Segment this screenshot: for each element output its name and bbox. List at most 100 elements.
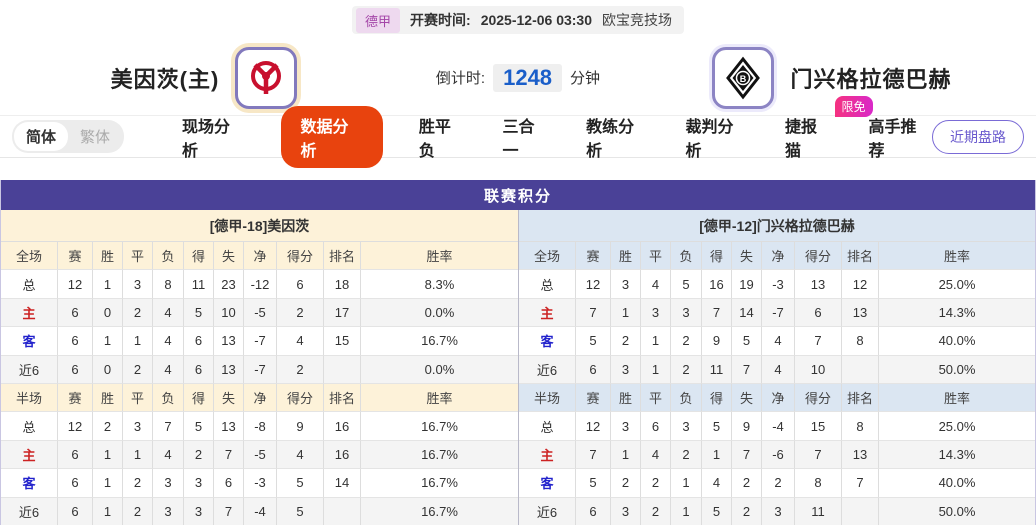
tab-three-in-one[interactable]: 三合一 — [502, 118, 535, 160]
stat-cell: 5 — [671, 270, 702, 299]
stat-cell — [842, 497, 879, 525]
recent-odds-button[interactable]: 近期盘路 — [932, 119, 1024, 154]
column-header-cell: 得分 — [277, 383, 324, 413]
stat-cell: 50.0% — [879, 497, 1035, 525]
tab-coach-analysis[interactable]: 教练分析 — [586, 118, 635, 160]
tab-referee-analysis[interactable]: 裁判分析 — [685, 118, 734, 160]
stat-cell: 2 — [611, 469, 641, 498]
column-header-cell: 得 — [184, 242, 214, 271]
stat-cell: 11 — [702, 355, 732, 384]
column-header-cell: 净 — [244, 242, 277, 271]
stat-cell: 13 — [214, 412, 244, 441]
stat-cell: 6 — [58, 355, 93, 384]
stat-cell: 3 — [641, 298, 671, 328]
row-label: 总 — [1, 412, 58, 441]
stat-cell: 6 — [795, 298, 842, 328]
lang-simplified-option[interactable]: 简体 — [14, 122, 69, 151]
stat-cell: 16.7% — [361, 497, 518, 525]
stat-cell: 0.0% — [361, 298, 518, 328]
tab-data-analysis[interactable]: 数据分析 — [281, 105, 383, 168]
stat-cell: 2 — [93, 412, 123, 441]
match-info-pill: 德甲 开赛时间: 2025-12-06 03:30 欧宝竞技场 — [352, 6, 684, 34]
stat-cell: 5 — [702, 497, 732, 525]
svg-text:B: B — [740, 74, 747, 84]
league-points-section: 联赛积分 [德甲-18]美因茨 全场赛胜平负得失净得分 排名 胜率总 12 1 3 8 11 2… — [0, 180, 1036, 525]
stat-cell: 7 — [576, 440, 611, 470]
stat-cell: 13 — [842, 298, 879, 328]
column-header-cell: 平 — [641, 242, 671, 271]
kickoff-label: 开赛时间: — [410, 12, 471, 28]
lang-traditional-option[interactable]: 繁体 — [80, 129, 111, 146]
team-strip: 美因茨(主) 倒计时: 1248 分钟 B — [0, 40, 1036, 115]
nav-bar: 简体 繁体 现场分析 数据分析 胜平负 三合一 教练分析 裁判分析 捷报猫 限免… — [0, 95, 1036, 168]
home-team-name: 美因茨(主) — [110, 66, 220, 92]
stat-cell: 5 — [184, 412, 214, 441]
stat-cell: 13 — [214, 327, 244, 356]
stat-cell: 4 — [762, 327, 795, 356]
stat-cell: 7 — [732, 440, 762, 470]
stat-cell: 2 — [732, 497, 762, 525]
column-header-cell: 净 — [244, 383, 277, 413]
stat-cell: -8 — [244, 412, 277, 441]
stat-cell: 16.7% — [361, 440, 518, 470]
stat-cell: 40.0% — [879, 327, 1035, 356]
stat-cell: 1 — [123, 327, 153, 356]
tab-win-draw-lose[interactable]: 胜平负 — [418, 118, 451, 160]
column-header-cell: 胜率 — [879, 383, 1035, 413]
stat-cell: -3 — [762, 270, 795, 299]
limited-free-badge: 限免 — [834, 95, 873, 117]
stat-cell: 9 — [277, 412, 324, 441]
stat-cell: 3 — [184, 497, 214, 525]
stat-cell: 3 — [123, 270, 153, 299]
stat-cell: 6 — [576, 355, 611, 384]
stat-cell: 2 — [123, 469, 153, 498]
column-header-cell: 胜 — [93, 383, 123, 413]
stat-cell: 4 — [277, 440, 324, 470]
stat-cell: 3 — [671, 412, 702, 441]
stat-cell: 25.0% — [879, 412, 1035, 441]
stat-cell: 14.3% — [879, 440, 1035, 470]
stat-cell: 13 — [795, 270, 842, 299]
stat-cell: 3 — [123, 412, 153, 441]
tab-jiebao-cat-label: 捷报猫 — [784, 118, 817, 160]
stat-cell: -5 — [244, 440, 277, 470]
stat-cell: 1 — [671, 497, 702, 525]
tab-expert-picks[interactable]: 高手推荐 — [868, 118, 917, 160]
stat-cell: 2 — [762, 469, 795, 498]
stat-cell: 11 — [795, 497, 842, 525]
stat-cell: 6 — [576, 497, 611, 525]
tab-jiebao-cat[interactable]: 捷报猫 限免 — [784, 95, 873, 167]
column-header-cell: 全场 — [1, 242, 58, 271]
stat-cell: 7 — [732, 355, 762, 384]
stat-cell: 4 — [153, 440, 184, 470]
stat-cell: 16 — [702, 270, 732, 299]
column-header-cell: 平 — [641, 383, 671, 413]
column-header-cell: 得 — [702, 383, 732, 413]
tab-live-analysis[interactable]: 现场分析 — [182, 118, 231, 160]
row-label: 主 — [519, 440, 576, 470]
stat-cell: 13 — [214, 355, 244, 384]
row-label: 总 — [519, 270, 576, 299]
stat-cell: 13 — [842, 440, 879, 470]
column-header-cell: 赛 — [58, 242, 93, 271]
stat-cell: 2 — [641, 469, 671, 498]
stat-cell: 5 — [702, 412, 732, 441]
stat-cell: 8 — [795, 469, 842, 498]
column-header-cell: 净 — [762, 242, 795, 271]
away-stats-table: 全场赛胜平负得失净得分 排名 胜率总 12 3 4 5 16 19 -3 13 12 25.0% 主 7 1 3… — [519, 242, 1035, 525]
stat-cell: 16.7% — [361, 327, 518, 356]
stat-cell: 7 — [795, 440, 842, 470]
column-header-cell: 半场 — [1, 383, 58, 413]
stat-cell: 10 — [795, 355, 842, 384]
stat-cell: 3 — [611, 412, 641, 441]
stat-cell: 5 — [184, 298, 214, 328]
row-label: 客 — [1, 327, 58, 356]
column-header-cell: 负 — [153, 383, 184, 413]
stat-cell: 23 — [214, 270, 244, 299]
stat-cell: 0.0% — [361, 355, 518, 384]
stat-cell: 3 — [611, 270, 641, 299]
stat-cell: 6 — [277, 270, 324, 299]
stat-cell: 3 — [611, 497, 641, 525]
stat-cell: 1 — [671, 469, 702, 498]
